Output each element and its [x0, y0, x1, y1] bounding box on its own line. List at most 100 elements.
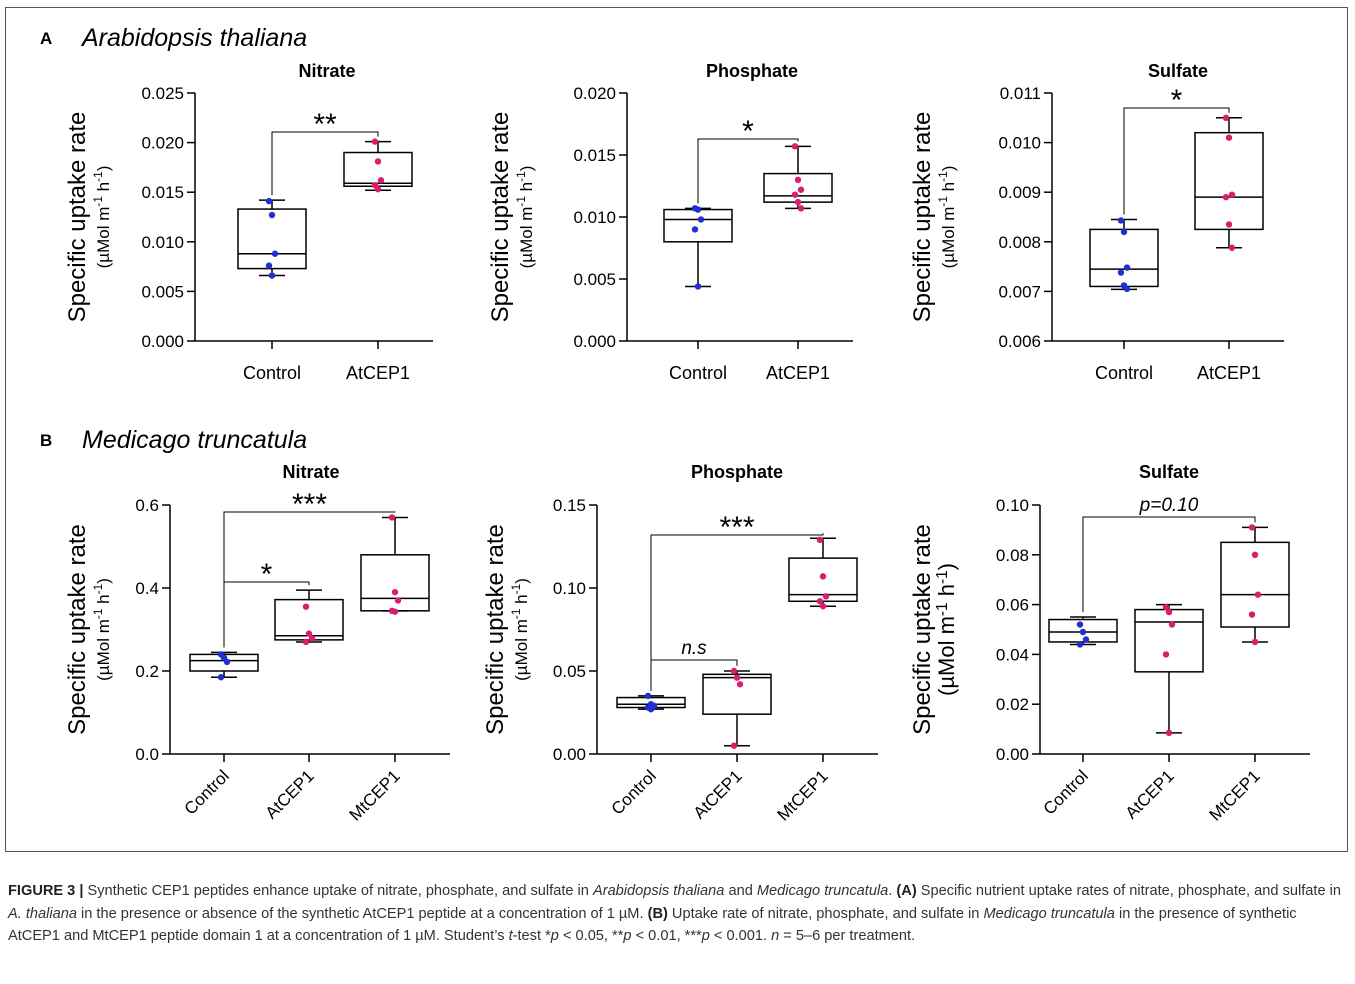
y-tick-label: 0.025: [141, 84, 184, 103]
data-point: [797, 205, 805, 212]
data-point: [1165, 729, 1173, 737]
data-point: [265, 197, 273, 205]
data-point: [794, 176, 802, 183]
x-tick-label: AtCEP1: [346, 363, 410, 383]
significance-label: p=0.10: [1139, 495, 1199, 516]
chart-title: Phosphate: [706, 61, 798, 81]
y-tick-label: 0.00: [553, 745, 586, 764]
caption-text: Synthetic CEP1 peptides enhance uptake o…: [83, 883, 593, 899]
data-point: [730, 667, 738, 675]
significance-bracket: [223, 511, 396, 648]
panel-a-letter: A: [40, 29, 52, 48]
data-point: [816, 536, 824, 544]
unit-part: (µMol m: [94, 619, 113, 681]
y-tick-label: 0.005: [141, 282, 184, 301]
data-point: [1123, 264, 1131, 271]
caption-italic: p: [701, 928, 710, 944]
x-tick-label: Control: [1095, 363, 1153, 383]
data-point: [1082, 636, 1090, 643]
caption-text: < 0.001.: [709, 928, 772, 944]
x-tick-label: MtCEP1: [346, 766, 404, 824]
data-point: [733, 674, 741, 681]
significance-label: *: [742, 115, 754, 148]
caption-text: = 5–6 per treatment.: [779, 928, 916, 944]
y-axis-label: Specific uptake rate: [909, 112, 936, 323]
y-tick-label: 0.05: [553, 662, 586, 681]
unit-part: -1: [91, 608, 105, 619]
data-point: [265, 262, 273, 269]
data-point: [1225, 134, 1233, 141]
y-tick-label: 0.15: [553, 496, 586, 515]
data-point: [730, 742, 738, 749]
y-tick-label: 0.0: [135, 745, 159, 764]
unit-part: -1: [509, 583, 523, 594]
unit-part: ): [94, 578, 113, 584]
significance-bracket: [650, 533, 824, 691]
y-tick-label: 0.006: [998, 332, 1041, 351]
unit-part: ): [517, 166, 536, 172]
x-tick-label: AtCEP1: [690, 766, 746, 822]
caption-text: < 0.05, **: [558, 928, 624, 944]
y-axis-unit: (µMol m-1 h-1): [936, 166, 958, 269]
y-tick-label: 0.06: [996, 596, 1029, 615]
data-point: [1162, 603, 1170, 611]
y-tick-label: 0.2: [135, 662, 159, 681]
data-point: [691, 226, 699, 233]
caption-italic: Medicago truncatula: [983, 905, 1115, 922]
data-point: [374, 158, 382, 165]
y-axis-label: Specific uptake rate: [64, 524, 91, 735]
caption-text: and: [724, 883, 757, 899]
data-point: [1228, 244, 1236, 251]
data-point: [302, 603, 310, 610]
y-tick-label: 0.10: [996, 496, 1029, 515]
unit-part: -1: [936, 171, 950, 182]
box: [1194, 131, 1264, 231]
caption-panel-b-label: (B): [647, 905, 668, 922]
data-point: [647, 705, 655, 713]
y-tick-label: 0.6: [135, 496, 159, 515]
caption-text: .: [888, 883, 897, 899]
unit-part: -1: [934, 602, 951, 616]
x-tick-label: AtCEP1: [766, 363, 830, 383]
unit-part: (µMol m: [934, 616, 959, 696]
y-axis-unit: (µMol m-1 h-1): [934, 563, 959, 696]
data-point: [268, 211, 276, 219]
data-point: [302, 638, 310, 646]
data-point: [697, 216, 705, 223]
caption-text: -test *: [512, 928, 551, 944]
x-tick-label: MtCEP1: [774, 766, 832, 824]
y-tick-label: 0.015: [573, 146, 616, 165]
box: [274, 598, 344, 641]
data-point: [217, 674, 225, 681]
unit-part: -1: [509, 608, 523, 619]
caption-italic: Medicago truncatula: [756, 883, 889, 899]
significance-bracket: [1082, 516, 1256, 613]
caption-italic: Arabidopsis thaliana: [592, 883, 725, 899]
data-point: [644, 692, 652, 700]
significance-label: **: [313, 108, 337, 141]
significance-bracket: [271, 131, 379, 196]
data-point: [1251, 638, 1259, 646]
unit-part: h: [934, 584, 959, 602]
box: [1089, 228, 1159, 288]
unit-part: h: [512, 594, 531, 608]
caption-text: < 0.01, ***: [631, 928, 702, 944]
unit-part: (µMol m: [94, 207, 113, 269]
box: [1048, 618, 1118, 643]
data-point: [223, 658, 231, 666]
y-axis-unit: (µMol m-1 h-1): [91, 578, 113, 681]
data-point: [1162, 651, 1170, 658]
chart-title: Phosphate: [691, 462, 783, 482]
y-axis-label: Specific uptake rate: [909, 524, 936, 735]
unit-part: h: [517, 182, 536, 196]
y-tick-label: 0.015: [141, 183, 184, 202]
x-tick-label: AtCEP1: [1197, 363, 1261, 383]
data-point: [822, 593, 830, 600]
box: [360, 554, 430, 612]
y-tick-label: 0.08: [996, 546, 1029, 565]
panel-a-species: Arabidopsis thaliana: [80, 24, 307, 52]
x-tick-label: Control: [669, 363, 727, 383]
caption-text: in the presence or absence of the synthe…: [76, 905, 648, 922]
